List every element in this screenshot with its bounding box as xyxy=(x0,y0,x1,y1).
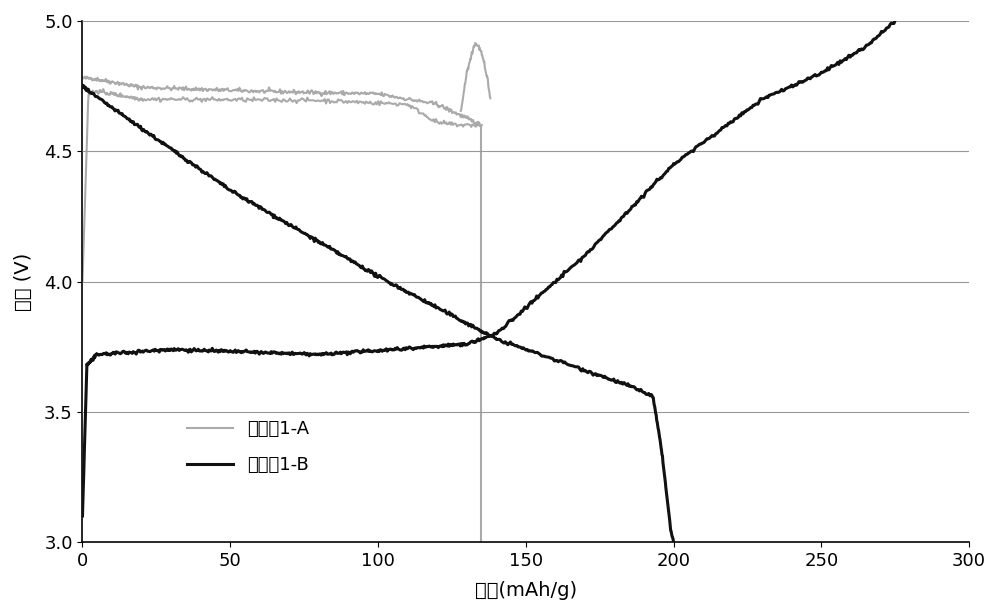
Y-axis label: 电压 (V): 电压 (V) xyxy=(14,252,33,311)
X-axis label: 容量(mAh/g): 容量(mAh/g) xyxy=(475,581,577,600)
Legend: 对比例1-A, 对比例1-B: 对比例1-A, 对比例1-B xyxy=(180,413,316,481)
